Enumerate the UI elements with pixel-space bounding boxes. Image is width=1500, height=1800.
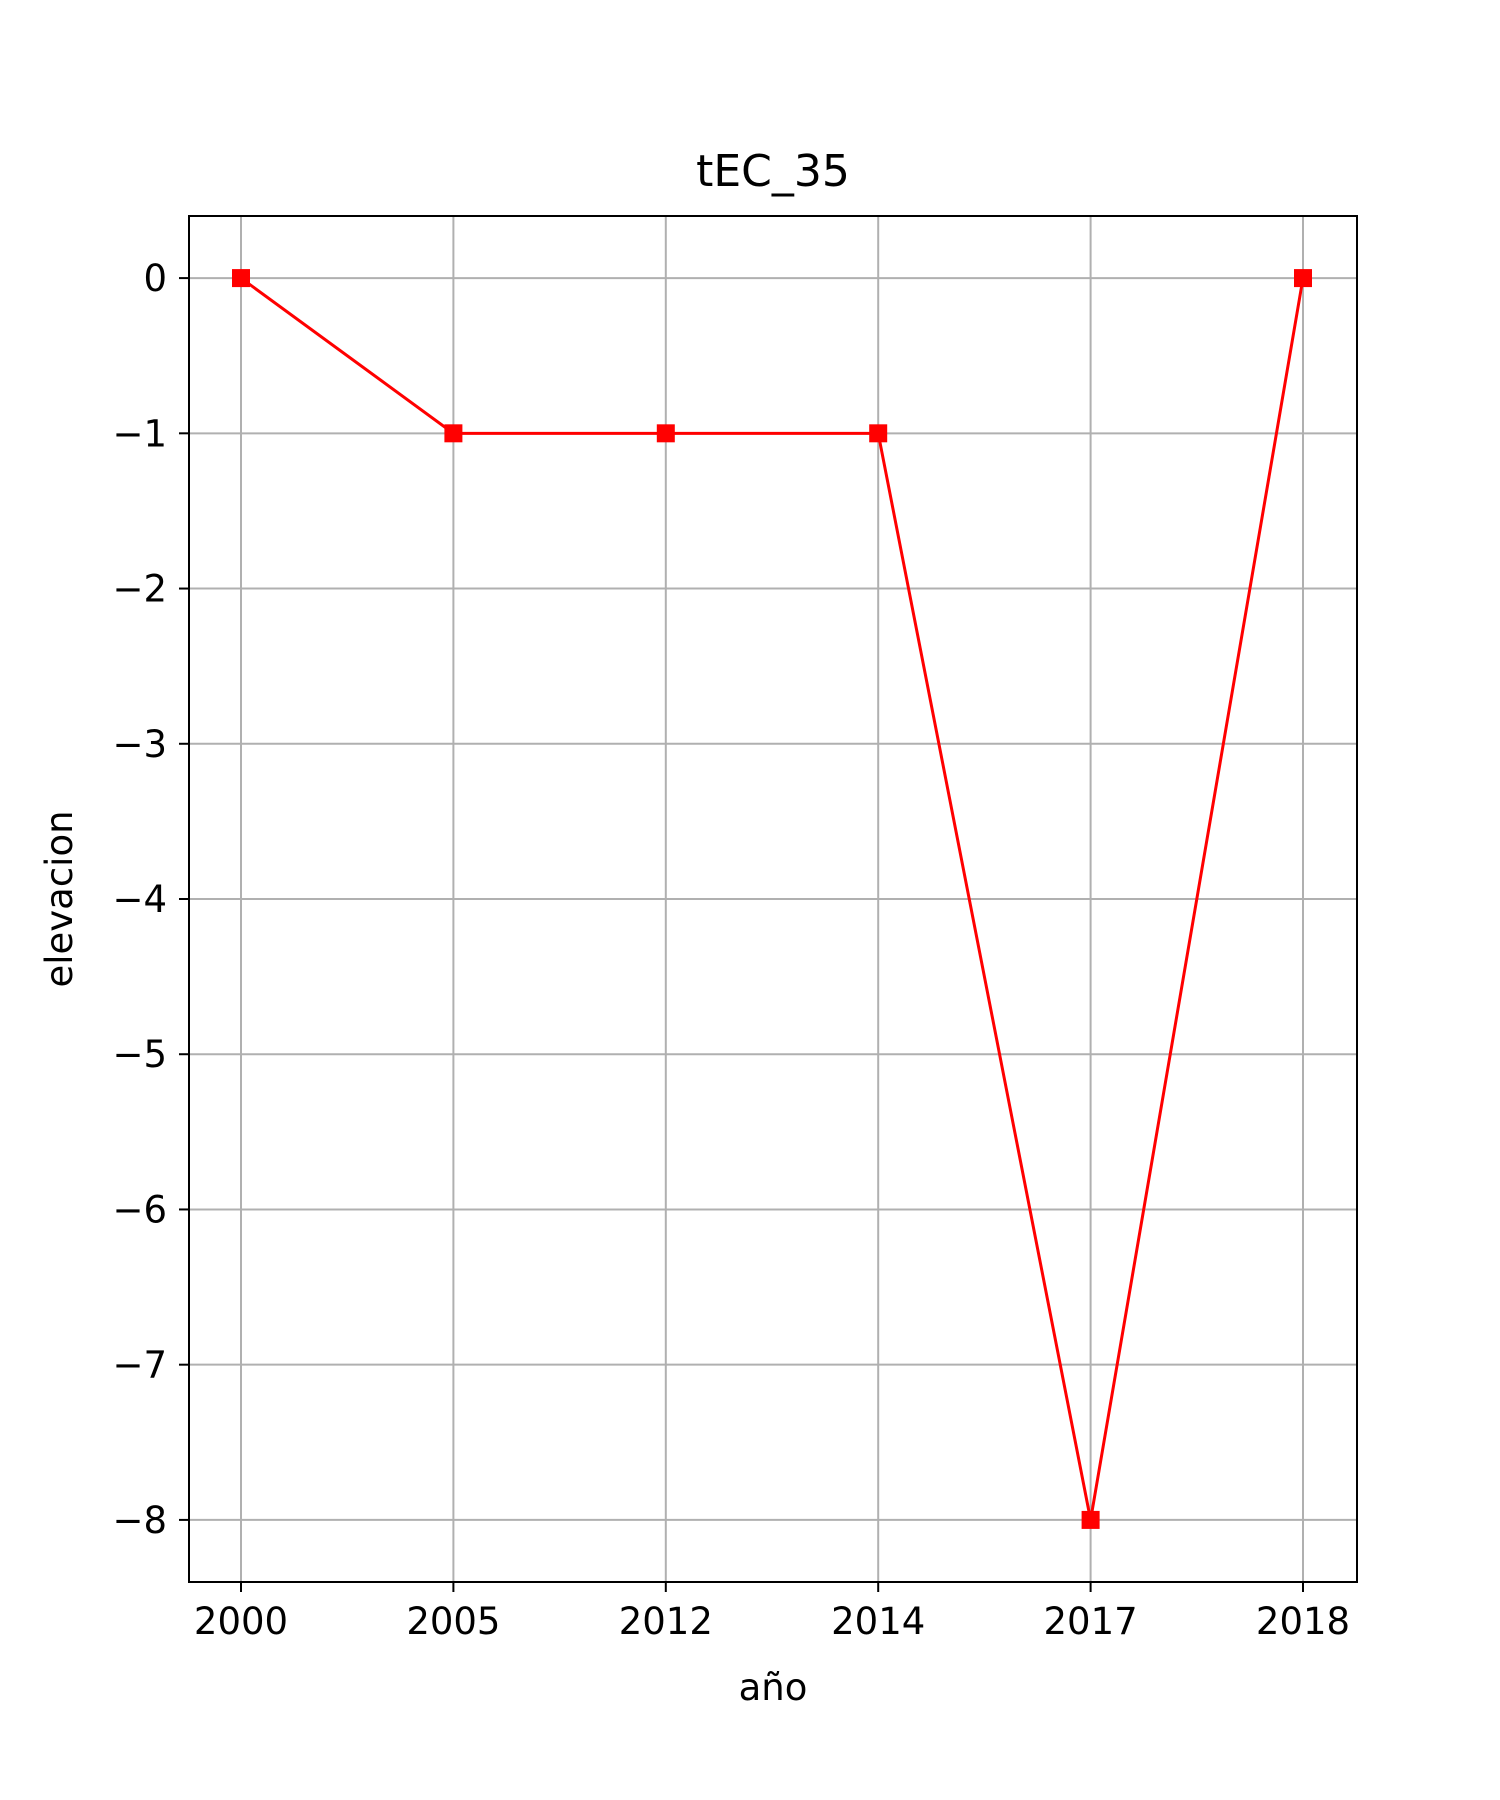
ticks: 2000 2005 2012 2014 2017 2018 0 −1 −2 −3 −4 −5 −6 −7 −… bbox=[112, 257, 1350, 1643]
x-tick-label: 2000 bbox=[194, 1600, 288, 1643]
x-tick-label: 2012 bbox=[619, 1600, 713, 1643]
data-point-marker bbox=[1081, 1510, 1100, 1529]
x-tick-label: 2017 bbox=[1044, 1600, 1138, 1643]
y-tick-label: −3 bbox=[112, 723, 167, 766]
chart-title: tEC_35 bbox=[696, 146, 850, 197]
y-tick-label: −4 bbox=[112, 878, 167, 921]
y-tick-label: −8 bbox=[112, 1499, 167, 1542]
y-axis-title: elevacion bbox=[38, 810, 81, 987]
y-tick-label: −1 bbox=[112, 412, 167, 455]
data-point-marker bbox=[656, 424, 675, 443]
data-point-marker bbox=[1294, 269, 1312, 288]
data-point-marker bbox=[232, 269, 250, 288]
x-tick-label: 2005 bbox=[406, 1600, 500, 1643]
data-point-marker bbox=[869, 424, 888, 443]
x-axis-title: año bbox=[739, 1666, 808, 1709]
grid bbox=[189, 216, 1357, 1582]
y-tick-label: −7 bbox=[112, 1344, 167, 1387]
y-tick-label: 0 bbox=[143, 257, 167, 300]
x-tick-label: 2014 bbox=[831, 1600, 925, 1643]
data-point-marker bbox=[444, 424, 463, 443]
x-tick-label: 2018 bbox=[1256, 1600, 1350, 1643]
y-tick-label: −5 bbox=[112, 1033, 167, 1076]
y-tick-label: −6 bbox=[112, 1188, 167, 1231]
y-tick-label: −2 bbox=[112, 568, 167, 611]
series-layer bbox=[232, 269, 1312, 1529]
series-line bbox=[240, 276, 1305, 1521]
